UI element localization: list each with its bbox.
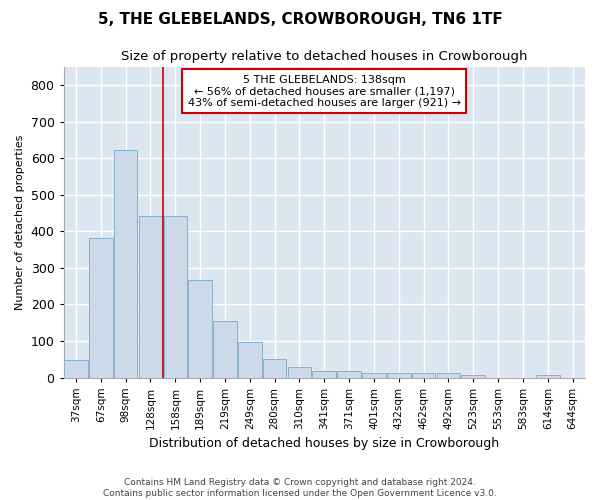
Bar	[213, 321, 237, 378]
Bar	[287, 368, 311, 378]
Bar	[387, 373, 410, 378]
Bar	[64, 360, 88, 378]
Bar	[114, 150, 137, 378]
Bar	[362, 373, 386, 378]
Bar	[536, 375, 560, 378]
Bar	[461, 375, 485, 378]
Text: 5 THE GLEBELANDS: 138sqm
← 56% of detached houses are smaller (1,197)
43% of sem: 5 THE GLEBELANDS: 138sqm ← 56% of detach…	[188, 74, 461, 108]
Bar	[437, 373, 460, 378]
Bar	[412, 373, 436, 378]
Bar	[89, 238, 113, 378]
Bar	[238, 342, 262, 378]
X-axis label: Distribution of detached houses by size in Crowborough: Distribution of detached houses by size …	[149, 437, 499, 450]
Bar	[188, 280, 212, 378]
Bar	[337, 372, 361, 378]
Text: 5, THE GLEBELANDS, CROWBOROUGH, TN6 1TF: 5, THE GLEBELANDS, CROWBOROUGH, TN6 1TF	[98, 12, 502, 28]
Bar	[263, 358, 286, 378]
Title: Size of property relative to detached houses in Crowborough: Size of property relative to detached ho…	[121, 50, 527, 63]
Y-axis label: Number of detached properties: Number of detached properties	[15, 134, 25, 310]
Bar	[164, 216, 187, 378]
Bar	[313, 372, 336, 378]
Bar	[139, 216, 162, 378]
Text: Contains HM Land Registry data © Crown copyright and database right 2024.
Contai: Contains HM Land Registry data © Crown c…	[103, 478, 497, 498]
